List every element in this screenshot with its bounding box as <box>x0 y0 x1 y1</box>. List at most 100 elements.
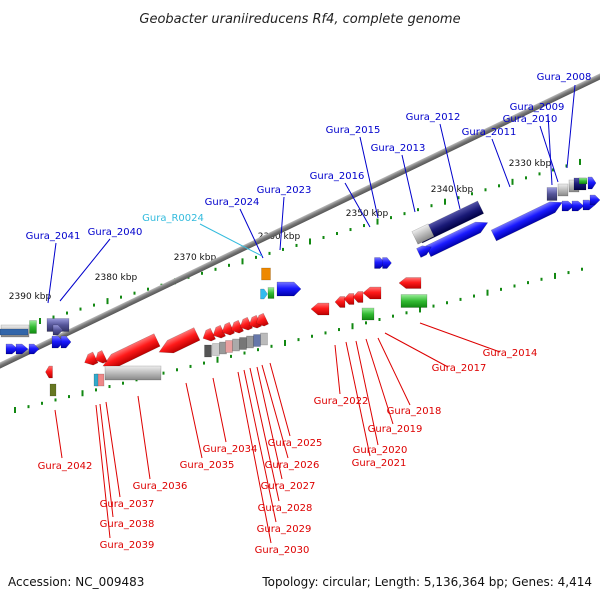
gene-label: Gura_2018 <box>387 406 442 417</box>
leader-line <box>547 113 553 186</box>
leader-line <box>384 332 449 368</box>
tick-upper <box>552 168 554 172</box>
gene-2009-purple <box>546 187 558 201</box>
scale-label: 2380 kbp <box>95 273 138 283</box>
tick-lower <box>189 364 192 368</box>
tick-upper <box>295 243 298 247</box>
tick-lower <box>513 284 516 288</box>
tick-lower <box>419 306 421 313</box>
gene-label: Gura_2035 <box>180 460 235 471</box>
tick-upper <box>403 212 406 216</box>
gene-small-red-0 <box>202 327 216 342</box>
gene-label: Gura_2020 <box>353 445 408 456</box>
leader-line <box>237 371 272 544</box>
scale-label: 2340 kbp <box>431 185 474 195</box>
tick-lower <box>432 304 435 308</box>
tick-upper <box>255 255 257 259</box>
gene-label: Gura_2040 <box>88 227 143 238</box>
gene-label: Gura_R0024 <box>142 213 204 224</box>
gene-2011c-blue <box>571 200 585 212</box>
tick-upper <box>376 218 379 225</box>
tick-upper <box>133 291 136 295</box>
gene-label: Gura_2011 <box>462 127 517 138</box>
leader-line <box>344 182 371 228</box>
gene-label: Gura_2028 <box>258 503 313 514</box>
tick-upper <box>565 164 568 168</box>
tick-lower <box>567 271 570 275</box>
tick-upper <box>417 208 419 212</box>
label-leader-lines <box>47 84 576 544</box>
tick-lower <box>216 356 219 363</box>
leader-line <box>566 84 576 169</box>
tick-lower <box>324 331 327 335</box>
tick-upper <box>363 224 365 228</box>
tick-lower <box>270 344 273 348</box>
tick-upper <box>201 271 203 275</box>
leader-line <box>377 337 411 406</box>
gene-2011-blue-shape <box>490 201 563 242</box>
gene-2011b-blue <box>561 200 575 212</box>
leader-line <box>355 340 379 446</box>
tick-lower <box>581 267 583 271</box>
tick-lower <box>108 385 111 389</box>
leader-line <box>279 196 285 251</box>
leader-line <box>269 362 291 437</box>
gene-2035-red-shape <box>158 327 201 354</box>
tick-upper <box>349 228 352 232</box>
tick-lower <box>446 301 448 305</box>
gene-2014-green <box>400 294 428 308</box>
gene-small-red-0-shape <box>202 327 216 342</box>
tick-lower <box>257 348 259 352</box>
gene-2014-blue-left-shape <box>416 245 432 258</box>
tick-upper <box>66 311 68 315</box>
tick-lower <box>27 405 30 409</box>
tick-upper <box>52 315 55 319</box>
gene-2023-blue <box>276 281 302 297</box>
leader-line <box>239 208 264 259</box>
tick-upper <box>538 172 541 176</box>
gene-2041-blue <box>0 328 29 336</box>
tick-lower <box>540 277 543 281</box>
leader-line <box>137 395 151 480</box>
gene-label: Gura_2030 <box>255 545 310 556</box>
leader-line <box>419 322 501 353</box>
gene-2041-green <box>29 320 37 334</box>
tick-upper <box>309 238 311 245</box>
gene-R0024-cyan <box>260 288 268 300</box>
gene-2014-blue-left <box>416 245 432 258</box>
gene-2007-blue <box>587 176 597 190</box>
tick-upper <box>498 184 500 188</box>
gene-2011-blue <box>490 201 563 242</box>
tick-lower <box>176 368 178 372</box>
gene-2039-red <box>84 351 99 366</box>
gene-label: Gura_2042 <box>38 461 93 472</box>
tick-lower <box>14 407 16 413</box>
gene-2010-grey <box>557 183 569 197</box>
tick-upper <box>484 188 487 192</box>
leader-line <box>199 223 263 257</box>
tick-lower <box>459 297 462 301</box>
leader-line <box>334 344 341 395</box>
leader-line <box>99 403 114 518</box>
tick-upper <box>525 176 527 180</box>
gene-2021-red <box>334 296 346 308</box>
leader-line <box>47 242 57 304</box>
leader-line <box>212 377 227 443</box>
scale-label: 2390 kbp <box>9 292 52 302</box>
gene-box-7 <box>253 334 261 347</box>
gene-small-red-1 <box>212 324 226 339</box>
gene-2017-green <box>361 307 375 321</box>
tick-lower <box>284 339 286 346</box>
gene-2014-red <box>398 277 422 289</box>
gene-label: Gura_2025 <box>268 438 323 449</box>
genome-summary-text: Topology: circular; Length: 5,136,364 bp… <box>261 575 592 589</box>
leader-line <box>256 366 283 480</box>
gene-2041-blue-b <box>15 343 29 355</box>
tick-upper <box>106 298 109 305</box>
leader-line <box>345 341 371 457</box>
tick-lower <box>203 361 205 365</box>
gene-box-5 <box>239 337 247 350</box>
tick-lower <box>68 395 70 399</box>
gene-box-6 <box>246 335 254 349</box>
